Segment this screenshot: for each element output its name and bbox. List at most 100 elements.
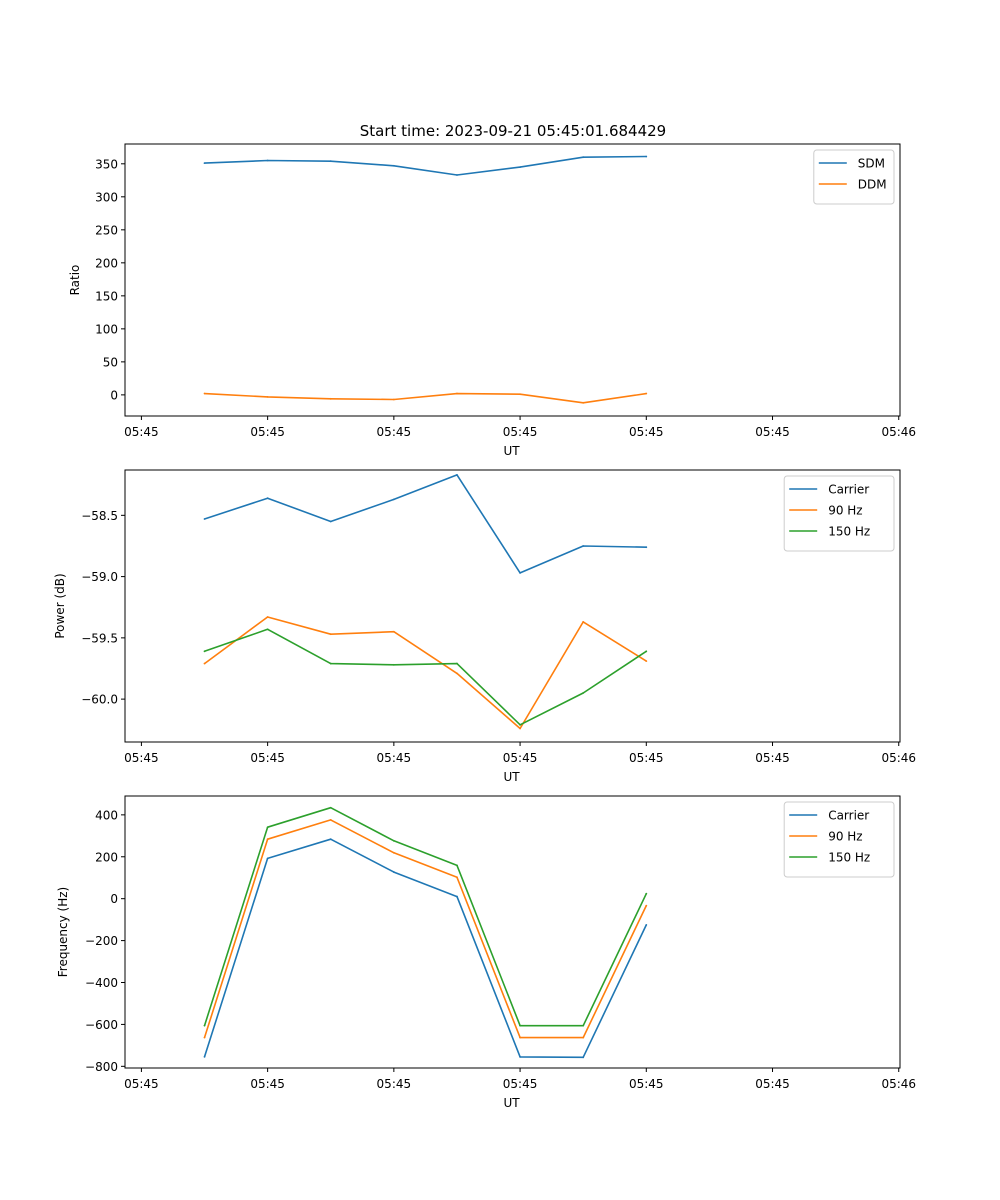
y-tick-label: −59.5	[81, 631, 118, 645]
data-point	[519, 393, 521, 396]
data-point	[392, 630, 395, 633]
data-point	[645, 392, 648, 395]
x-tick-label: 05:45	[503, 1077, 538, 1091]
data-point	[329, 160, 332, 163]
x-tick-label: 05:45	[250, 425, 285, 439]
data-point	[203, 1055, 206, 1058]
data-point	[329, 633, 332, 636]
x-tick-label: 05:45	[250, 1077, 285, 1091]
y-tick-label: 100	[95, 322, 118, 336]
y-tick-label: 200	[95, 256, 118, 270]
data-point	[645, 660, 648, 663]
x-tick-label: 05:46	[881, 1077, 916, 1091]
x-tick-label: 05:45	[377, 1077, 412, 1091]
y-tick-label: −58.5	[81, 509, 118, 523]
data-point	[645, 904, 648, 907]
data-point	[266, 395, 269, 398]
data-point	[392, 839, 395, 842]
y-tick-label: 50	[103, 355, 118, 369]
y-tick-label: 250	[95, 223, 118, 237]
legend-box	[783, 801, 895, 878]
y-tick-label: −200	[85, 934, 118, 948]
x-tick-label: 05:46	[881, 425, 916, 439]
x-tick-label: 05:45	[629, 425, 664, 439]
data-point	[329, 806, 332, 809]
data-point	[203, 518, 206, 520]
data-point	[582, 156, 585, 159]
data-point	[329, 397, 332, 400]
series-line-150-hz	[204, 628, 647, 726]
data-point	[456, 392, 458, 395]
data-point	[582, 1036, 585, 1039]
data-point	[203, 392, 206, 395]
series-line-carrier	[204, 474, 647, 574]
axes-frame	[124, 469, 901, 743]
data-point	[203, 162, 206, 165]
data-point	[519, 1024, 521, 1027]
x-tick-label: 05:45	[629, 1077, 664, 1091]
x-tick-label: 05:45	[629, 751, 664, 765]
y-tick-label: 300	[95, 190, 118, 204]
data-point	[266, 826, 269, 829]
x-tick-label: 05:45	[124, 1077, 159, 1091]
data-point	[392, 398, 395, 401]
legend-label: 90 Hz	[828, 830, 862, 844]
data-point	[645, 650, 648, 653]
x-tick-label: 05:45	[755, 425, 790, 439]
data-point	[645, 546, 648, 549]
x-tick-label: 05:45	[250, 751, 285, 765]
y-axis-label: Power (dB)	[53, 573, 67, 638]
y-tick-label: −59.0	[81, 570, 118, 584]
data-point	[266, 616, 269, 618]
x-tick-label: 05:45	[124, 425, 159, 439]
data-point	[645, 923, 648, 926]
data-point	[456, 876, 458, 879]
series-line-150-hz	[203, 806, 648, 1027]
data-point	[329, 818, 332, 821]
data-point	[203, 1036, 206, 1039]
data-point	[582, 692, 585, 694]
axes-frame	[124, 143, 901, 417]
x-tick-label: 05:46	[881, 751, 916, 765]
x-tick-label: 05:45	[503, 751, 538, 765]
x-axis-label: UT	[503, 444, 520, 458]
legend-label: 90 Hz	[828, 504, 862, 518]
data-point	[392, 663, 395, 666]
series-line-90-hz	[204, 616, 647, 730]
data-point	[456, 672, 458, 675]
figure-title: Start time: 2023-09-21 05:45:01.684429	[360, 122, 666, 140]
legend: Carrier 90 Hz 150 Hz	[783, 475, 895, 552]
data-point	[456, 895, 458, 898]
legend-box	[783, 475, 895, 552]
data-point	[645, 155, 648, 158]
y-axis-label: Ratio	[68, 265, 82, 296]
data-point	[519, 727, 521, 730]
y-axis-label: Frequency (Hz)	[56, 887, 70, 978]
chart-panels: 05:45 05:45 05:45 05:45 05:45 05:45 05:46 UT 0 50…	[53, 143, 916, 1110]
data-point	[266, 838, 269, 841]
legend-label: 150 Hz	[828, 525, 870, 539]
series-line-ddm	[204, 392, 647, 404]
data-point	[582, 1056, 585, 1059]
data-point	[519, 1055, 521, 1058]
y-tick-label: −400	[85, 976, 118, 990]
data-point	[329, 838, 332, 841]
legend-label: 150 Hz	[828, 851, 870, 865]
data-point	[203, 1024, 206, 1027]
x-axis-label: UT	[503, 1096, 520, 1110]
data-point	[582, 545, 585, 547]
data-point	[456, 174, 458, 176]
legend-label: DDM	[858, 178, 887, 192]
x-axis-label: UT	[503, 770, 520, 784]
axes-frame	[124, 795, 901, 1069]
data-point	[456, 864, 458, 867]
data-point	[392, 871, 395, 873]
legend-label: Carrier	[828, 483, 869, 497]
y-tick-label: −800	[85, 1060, 118, 1074]
y-tick-label: 350	[95, 157, 118, 171]
data-point	[392, 498, 395, 501]
legend-label: SDM	[858, 157, 885, 171]
data-point	[582, 621, 585, 623]
data-point	[519, 166, 521, 169]
